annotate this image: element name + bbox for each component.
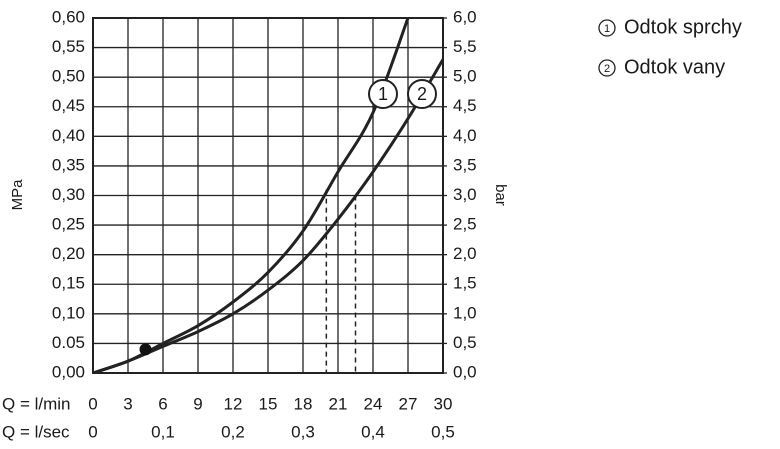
x-tick-label: 9 bbox=[193, 394, 202, 413]
y-tick-label: 0,00 bbox=[52, 362, 85, 381]
y2-tick-label: 5,5 bbox=[453, 37, 477, 56]
legend-marker bbox=[598, 59, 616, 77]
x-tick-label: 15 bbox=[259, 394, 278, 413]
y2-axis-label: bar bbox=[492, 184, 509, 206]
y2-tick-label: 0,0 bbox=[453, 362, 477, 381]
y2-tick-label: 2,5 bbox=[453, 215, 477, 234]
operating-point bbox=[139, 343, 152, 356]
y-tick-label: 0,10 bbox=[52, 303, 85, 322]
y2-tick-label: 4,5 bbox=[453, 96, 477, 115]
y2-tick-label: 0,5 bbox=[453, 333, 477, 352]
y-axis-label: MPa bbox=[9, 179, 26, 211]
y2-tick-label: 2,0 bbox=[453, 244, 477, 263]
x-tick-label: 30 bbox=[434, 394, 453, 413]
x2-tick-label: 0,1 bbox=[151, 422, 175, 441]
x-axis-label: Q = l/min bbox=[2, 394, 71, 413]
x-tick-label: 21 bbox=[329, 394, 348, 413]
y-tick-label: 0,45 bbox=[52, 96, 85, 115]
x-tick-label: 18 bbox=[294, 394, 313, 413]
y2-tick-label: 1,5 bbox=[453, 274, 477, 293]
y-tick-label: 0.05 bbox=[52, 333, 85, 352]
x2-tick-label: 0,3 bbox=[291, 422, 315, 441]
y-tick-label: 0,20 bbox=[52, 244, 85, 263]
x2-tick-label: 0,2 bbox=[221, 422, 245, 441]
curve-tag: 1 bbox=[378, 84, 388, 104]
y-tick-label: 0,60 bbox=[52, 7, 85, 26]
legend-marker-label: 2 bbox=[604, 63, 610, 75]
legend-label: Odtok sprchy bbox=[624, 16, 742, 38]
y2-tick-label: 4,0 bbox=[453, 126, 477, 145]
legend-marker-label: 1 bbox=[604, 23, 610, 35]
x2-axis-label: Q = l/sec bbox=[2, 422, 70, 441]
y2-tick-label: 6,0 bbox=[453, 7, 477, 26]
x-tick-label: 12 bbox=[224, 394, 243, 413]
x-tick-label: 24 bbox=[364, 394, 383, 413]
curve-tag-circle bbox=[407, 79, 437, 109]
curve bbox=[93, 58, 443, 373]
y2-tick-label: 3,0 bbox=[453, 185, 477, 204]
y-tick-label: 0,25 bbox=[52, 215, 85, 234]
y-tick-label: 0,50 bbox=[52, 67, 85, 86]
curve-tag: 2 bbox=[417, 84, 427, 104]
curve-tag-circle bbox=[368, 79, 398, 109]
y-tick-label: 0,35 bbox=[52, 155, 85, 174]
y-tick-label: 0,30 bbox=[52, 185, 85, 204]
x-tick-label: 27 bbox=[399, 394, 418, 413]
x2-tick-label: 0,4 bbox=[361, 422, 385, 441]
x2-tick-label: 0,5 bbox=[431, 422, 455, 441]
legend-label: Odtok vany bbox=[624, 56, 725, 78]
y-tick-label: 0,40 bbox=[52, 126, 85, 145]
y2-tick-label: 1,0 bbox=[453, 303, 477, 322]
plot-frame bbox=[92, 17, 444, 374]
y-tick-label: 0,15 bbox=[52, 274, 85, 293]
y2-tick-label: 3,5 bbox=[453, 155, 477, 174]
y-tick-label: 0,55 bbox=[52, 37, 85, 56]
x-tick-label: 3 bbox=[123, 394, 132, 413]
x-tick-label: 0 bbox=[88, 394, 97, 413]
x2-tick-label: 0 bbox=[88, 422, 97, 441]
y2-tick-label: 5,0 bbox=[453, 67, 477, 86]
legend-marker bbox=[598, 19, 616, 37]
x-tick-label: 6 bbox=[158, 394, 167, 413]
